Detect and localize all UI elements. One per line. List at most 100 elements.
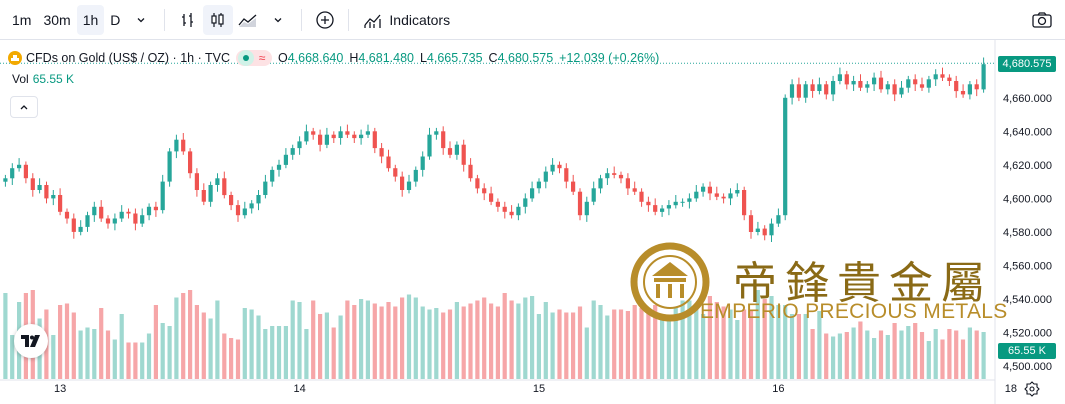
candle-body: [112, 218, 117, 224]
candle-body: [625, 178, 630, 189]
candle-body: [482, 188, 487, 194]
volume-bar: [680, 300, 685, 379]
volume-bar: [10, 335, 15, 379]
volume-bar: [789, 314, 795, 379]
volume-bar: [967, 327, 972, 379]
volume-bar: [762, 299, 767, 379]
candle-body: [714, 193, 719, 197]
chart-legend: CFDs on Gold (US$ / OZ) · 1h · TVC ≈ O 4,…: [8, 48, 665, 68]
volume-bar: [441, 312, 446, 379]
symbol-title[interactable]: CFDs on Gold (US$ / OZ) · 1h · TVC: [26, 51, 230, 65]
volume-bar: [913, 323, 918, 379]
volume-bar: [188, 290, 193, 379]
volume-bar: [783, 305, 788, 379]
y-tick-label: 4,520.000: [1003, 328, 1052, 340]
data-delay-icon: ≈: [258, 51, 266, 65]
tradingview-logo-icon[interactable]: [14, 324, 48, 358]
volume-bar: [468, 303, 473, 379]
candle-body: [796, 84, 801, 98]
volume-bar: [112, 339, 117, 379]
candle-body: [605, 173, 610, 179]
gear-icon[interactable]: [1024, 381, 1040, 397]
volume-bar: [71, 312, 76, 379]
volume-bar: [837, 333, 842, 379]
market-status-badge[interactable]: ≈: [235, 50, 272, 66]
candle-body: [536, 181, 541, 189]
low-value: 4,665.735: [426, 51, 483, 65]
candle-body: [475, 178, 480, 189]
candle-body: [618, 174, 624, 179]
candle-body: [516, 206, 521, 216]
candle-body: [99, 206, 104, 219]
candle-body: [235, 205, 241, 216]
candle-body: [181, 139, 186, 152]
candle-body: [160, 181, 165, 211]
volume-bar: [612, 309, 617, 379]
candle-body: [406, 181, 412, 190]
volume-bar: [345, 300, 350, 379]
indicators-button[interactable]: Indicators: [357, 5, 456, 35]
interval-30m-button[interactable]: 30m: [43, 11, 71, 28]
volume-bar: [872, 338, 877, 379]
price-chart[interactable]: 4,660.000 4,640.000 4,620.000 4,600.000 4,58…: [0, 40, 1065, 404]
volume-bar: [536, 314, 541, 379]
volume-bar: [564, 312, 569, 379]
candle-body: [776, 215, 781, 224]
candle-body: [571, 181, 576, 192]
candle-body: [393, 168, 398, 177]
interval-d-button[interactable]: D: [110, 11, 121, 28]
candle-body: [331, 134, 336, 139]
volume-bar: [748, 311, 754, 379]
chevron-down-icon[interactable]: [126, 5, 156, 35]
open-value: 4,668.640: [287, 51, 344, 65]
volume-bar: [85, 327, 90, 379]
candle-body: [523, 198, 528, 207]
volume-bar: [208, 318, 213, 379]
candle-body: [427, 134, 432, 157]
volume-bar: [817, 311, 822, 379]
collapse-legend-button[interactable]: [10, 96, 38, 118]
volume-bar: [502, 293, 507, 379]
volume-bar: [523, 297, 528, 379]
candle-body: [803, 84, 808, 98]
candle-body: [297, 141, 302, 149]
candle-body: [30, 178, 35, 190]
volume-bar: [960, 339, 966, 379]
volume-bar: [386, 302, 391, 379]
emperio-logo-icon: [630, 242, 710, 322]
candle-body: [318, 134, 323, 145]
candle-body: [263, 181, 268, 195]
chevron-down-icon[interactable]: [263, 5, 293, 35]
candle-body: [591, 188, 596, 202]
candle-body: [345, 131, 350, 135]
interval-1m-button[interactable]: 1m: [12, 11, 32, 28]
indicators-label: Indicators: [389, 11, 451, 28]
volume-bar: [201, 312, 206, 379]
volume-bar: [256, 315, 261, 379]
volume-bar: [892, 323, 897, 379]
camera-icon[interactable]: [1027, 5, 1057, 35]
volume-bar: [632, 305, 637, 379]
volume-bar: [550, 312, 555, 379]
indicators-icon: [363, 11, 383, 29]
interval-1h-button[interactable]: 1h: [76, 4, 105, 35]
volume-bar: [304, 329, 309, 379]
candle-body: [960, 91, 966, 95]
volume-label: Vol: [12, 72, 29, 86]
volume-bar: [947, 329, 952, 379]
area-icon[interactable]: [233, 5, 263, 35]
candle-body: [140, 215, 145, 224]
candle-body: [447, 148, 453, 155]
volume-bar: [557, 309, 562, 379]
volume-bar: [673, 308, 678, 379]
bar-chart-icon[interactable]: [173, 5, 203, 35]
candle-body: [290, 148, 295, 155]
volume-bar: [858, 321, 863, 379]
candle-body: [878, 77, 884, 90]
candle-body: [365, 131, 370, 135]
candle-body: [249, 203, 254, 209]
plus-circle-icon[interactable]: [310, 5, 340, 35]
candle-icon[interactable]: [203, 4, 234, 35]
volume-bar: [365, 300, 370, 379]
candle-body: [441, 131, 446, 149]
